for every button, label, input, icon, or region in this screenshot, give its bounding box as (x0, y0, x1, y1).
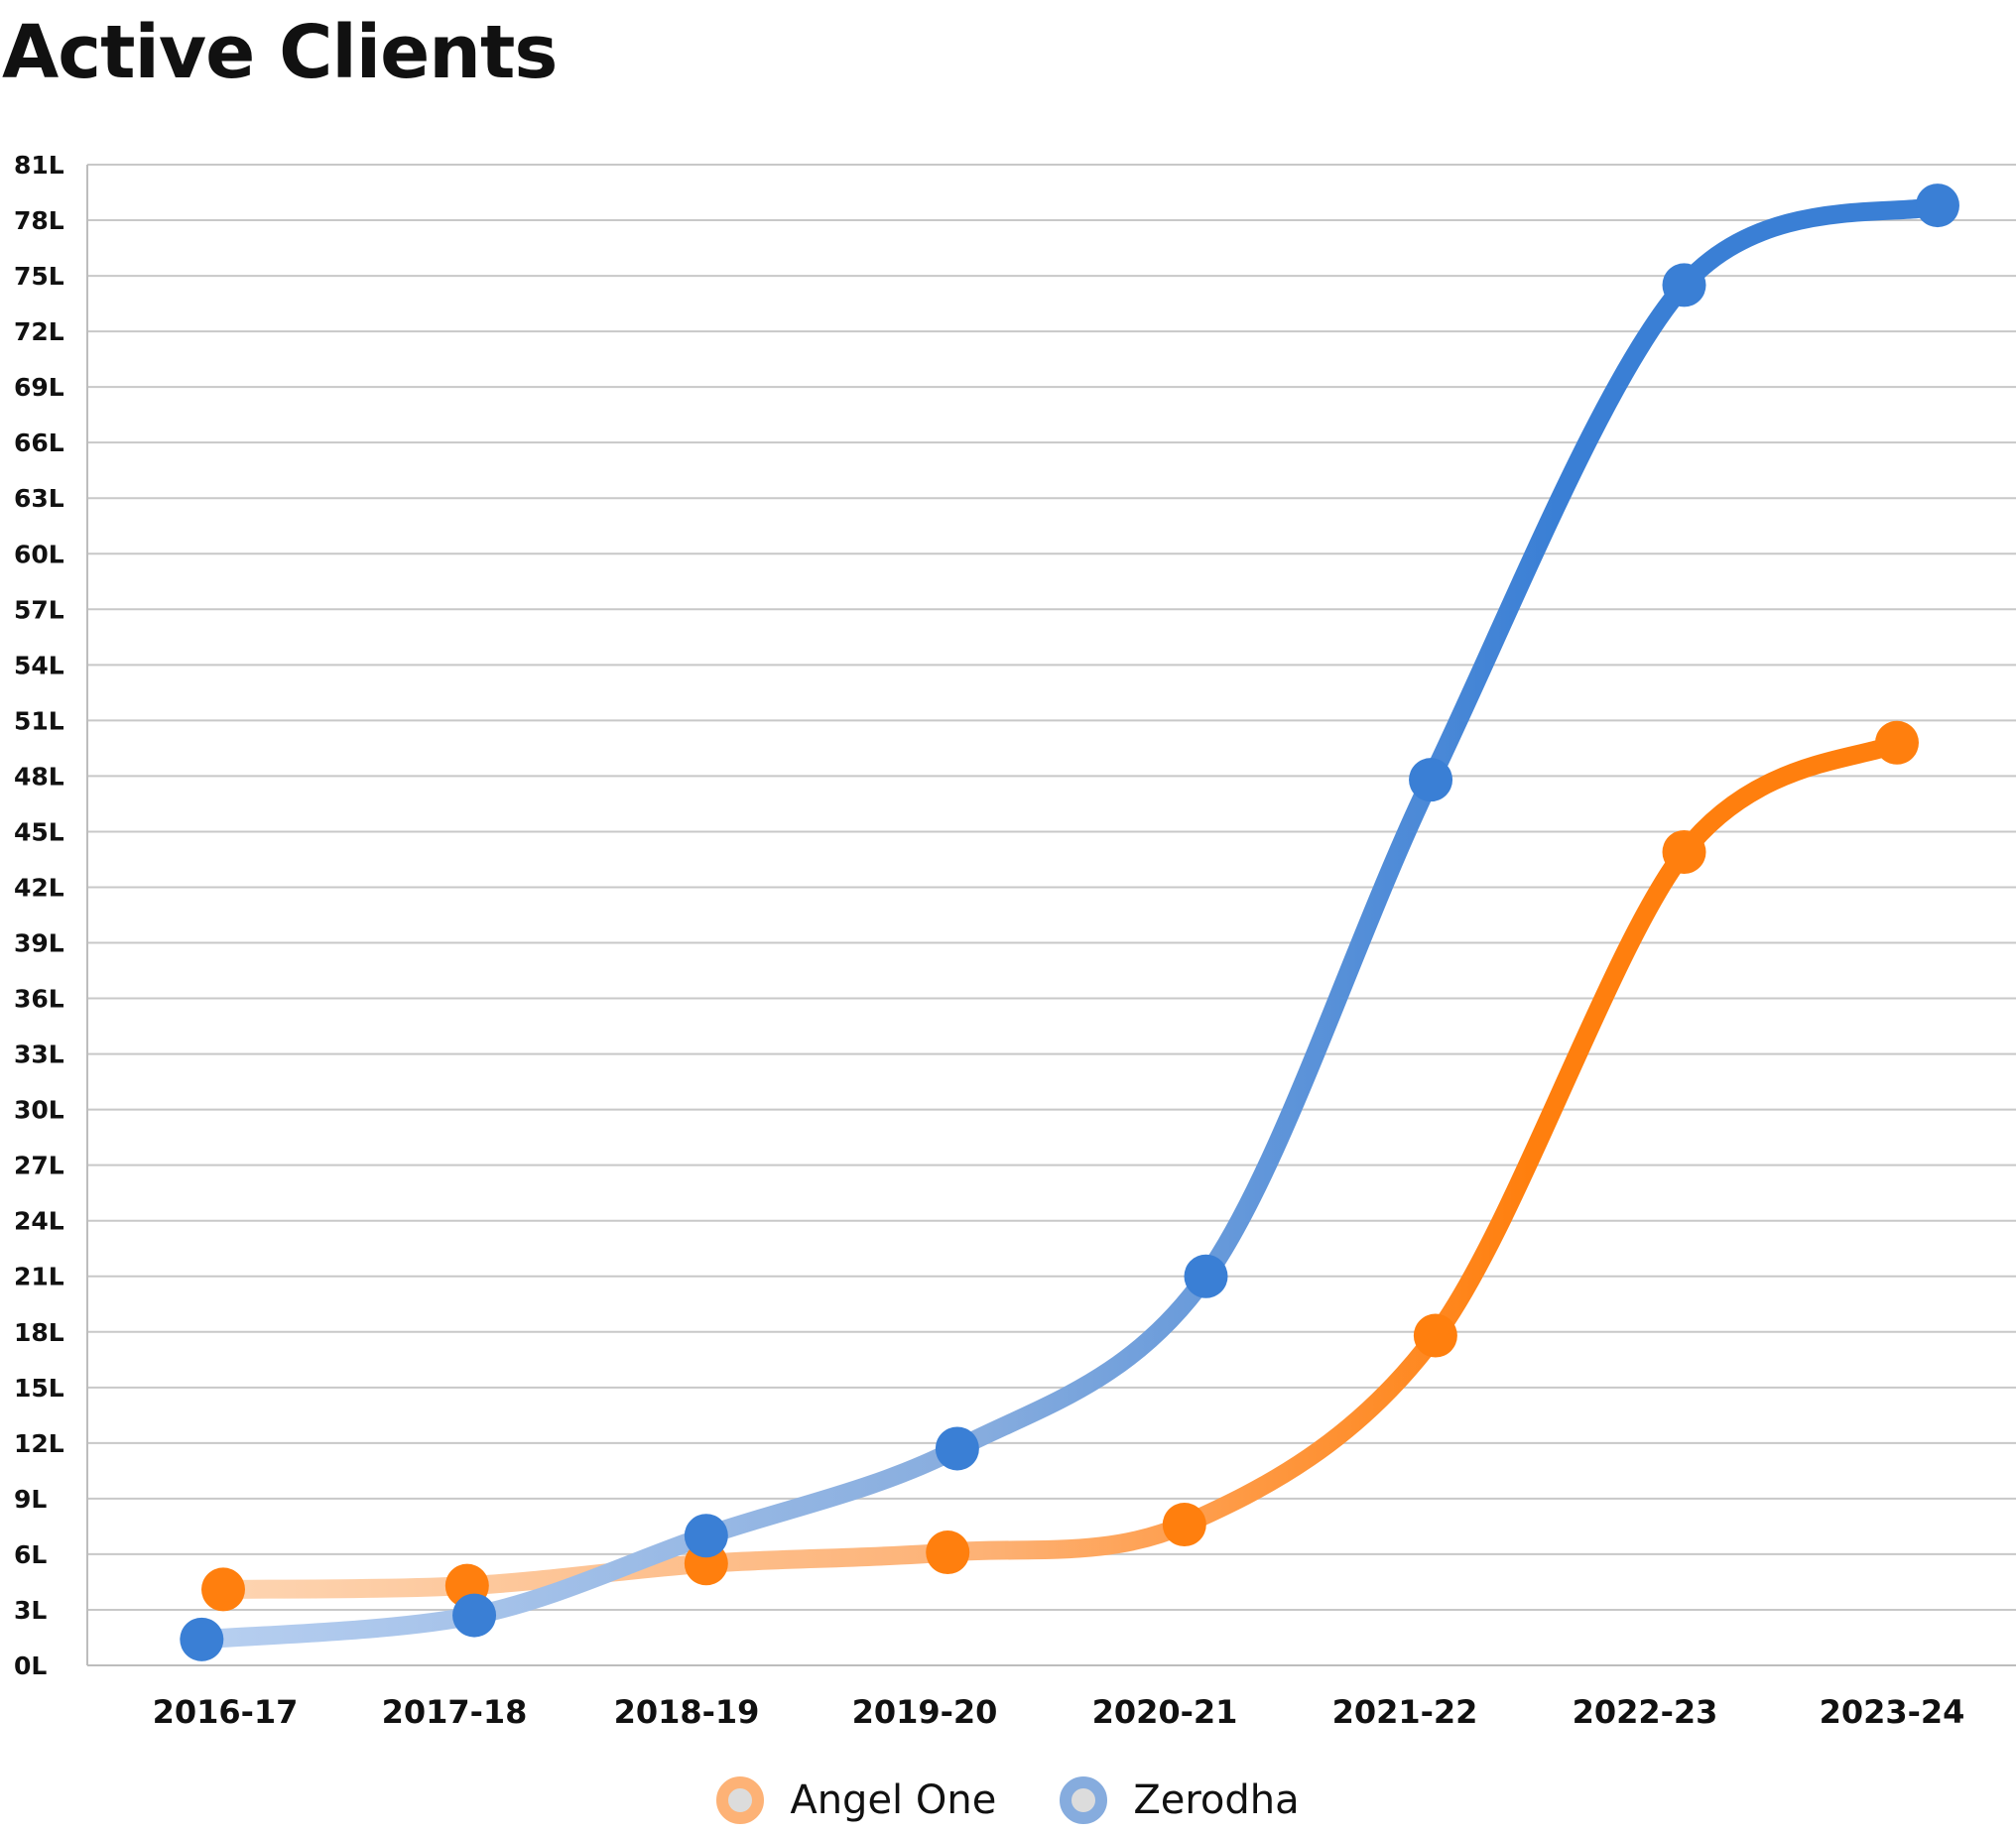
data-point-angel-one (1875, 720, 1919, 765)
y-tick-label: 60L (14, 540, 64, 568)
data-point-zerodha (180, 1617, 224, 1661)
y-tick-label: 48L (14, 762, 64, 791)
series-line-angel-one (213, 733, 1907, 1599)
x-tick-label: 2020-21 (1092, 1693, 1238, 1731)
y-tick-label: 9L (14, 1485, 47, 1514)
y-tick-label: 51L (14, 706, 64, 735)
y-tick-label: 78L (14, 206, 64, 235)
x-tick-label: 2021-22 (1332, 1693, 1478, 1731)
y-tick-label: 6L (14, 1540, 47, 1569)
data-point-zerodha (1915, 184, 1959, 228)
y-tick-label: 15L (14, 1374, 64, 1403)
data-point-angel-one (1413, 1313, 1457, 1358)
y-tick-label: 12L (14, 1429, 64, 1458)
data-point-zerodha (935, 1426, 979, 1471)
legend-label: Angel One (790, 1777, 997, 1823)
data-point-zerodha (1662, 263, 1706, 307)
legend-item-angel-one: Angel One (716, 1776, 996, 1824)
legend-item-zerodha: Zerodha (1060, 1776, 1300, 1824)
y-tick-label: 75L (14, 262, 64, 291)
y-tick-label: 39L (14, 929, 64, 958)
data-point-zerodha (1409, 758, 1453, 802)
data-point-zerodha (684, 1514, 728, 1558)
y-tick-label: 18L (14, 1318, 64, 1347)
y-tick-label: 24L (14, 1207, 64, 1236)
y-tick-label: 3L (14, 1596, 47, 1625)
data-point-zerodha (452, 1593, 497, 1638)
x-tick-label: 2019-20 (852, 1693, 998, 1731)
y-tick-label: 33L (14, 1040, 64, 1069)
x-tick-label: 2023-24 (1820, 1693, 1965, 1731)
line-chart: 0L 3L 6L 9L 12L 15L 18L 21L 24L 27L 30L 33L 36L 39L 42… (14, 151, 2016, 1731)
series-line-zerodha (191, 195, 1948, 1650)
y-tick-label: 36L (14, 985, 64, 1014)
legend-label: Zerodha (1133, 1777, 1300, 1823)
y-tick-labels: 0L 3L 6L 9L 12L 15L 18L 21L 24L 27L 30L 33L 36L 39L 42… (14, 151, 64, 1680)
data-point-zerodha (1184, 1254, 1228, 1298)
axes (86, 165, 2016, 1666)
data-point-angel-one (926, 1530, 970, 1575)
data-point-angel-one (1162, 1503, 1206, 1547)
y-tick-label: 63L (14, 484, 64, 513)
y-tick-label: 0L (14, 1652, 47, 1680)
y-tick-label: 54L (14, 651, 64, 679)
legend: Angel One Zerodha (0, 1766, 2016, 1835)
legend-marker (716, 1776, 765, 1824)
grid-lines (87, 164, 2016, 1611)
data-point-angel-one (1662, 829, 1706, 874)
x-tick-label: 2018-19 (614, 1693, 760, 1731)
x-tick-label: 2022-23 (1573, 1693, 1718, 1731)
y-tick-label: 57L (14, 595, 64, 624)
y-tick-label: 21L (14, 1263, 64, 1291)
x-tick-labels: 2016-17 2017-18 2018-19 2019-20 2020-21 2021-… (153, 1693, 1965, 1731)
y-tick-label: 27L (14, 1152, 64, 1180)
y-tick-label: 69L (14, 373, 64, 402)
series-markers (180, 184, 1959, 1661)
legend-marker (1060, 1776, 1108, 1824)
y-tick-label: 30L (14, 1096, 64, 1125)
data-point-angel-one (201, 1567, 245, 1612)
chart-title: Active Clients (2, 10, 558, 95)
y-tick-label: 66L (14, 428, 64, 457)
y-tick-label: 81L (14, 151, 64, 180)
series-lines (191, 195, 1948, 1650)
x-tick-label: 2017-18 (382, 1693, 528, 1731)
y-tick-label: 72L (14, 317, 64, 346)
x-tick-label: 2016-17 (153, 1693, 299, 1731)
y-tick-label: 45L (14, 817, 64, 846)
y-tick-label: 42L (14, 873, 64, 902)
